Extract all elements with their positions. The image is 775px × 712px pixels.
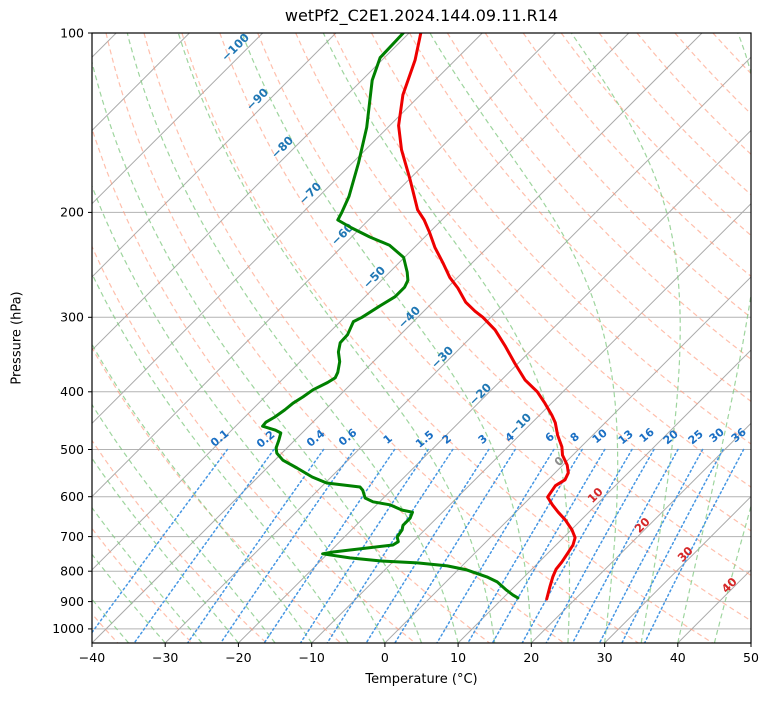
dewpoint-line (261, 33, 520, 600)
svg-text:900: 900 (60, 594, 84, 609)
svg-text:−20: −20 (225, 650, 251, 665)
svg-text:0: 0 (381, 650, 389, 665)
svg-text:−30: −30 (152, 650, 178, 665)
svg-text:700: 700 (60, 529, 84, 544)
pressure-gridlines (92, 32, 751, 630)
svg-text:−10: −10 (299, 650, 325, 665)
plot-frame (91, 32, 752, 644)
svg-text:10: 10 (450, 650, 466, 665)
x-axis-ticks (91, 643, 752, 647)
svg-text:500: 500 (60, 442, 84, 457)
svg-text:100: 100 (60, 25, 84, 40)
svg-text:200: 200 (60, 205, 84, 220)
svg-text:30: 30 (597, 650, 613, 665)
x-axis-label: Temperature (°C) (365, 672, 478, 687)
svg-text:40: 40 (670, 650, 686, 665)
svg-text:600: 600 (60, 489, 84, 504)
svg-text:1000: 1000 (52, 621, 84, 636)
temperature-line (397, 33, 577, 601)
svg-text:−40: −40 (79, 650, 105, 665)
svg-text:300: 300 (60, 310, 84, 325)
y-axis-label: Pressure (hPa) (9, 291, 25, 385)
chart-title: wetPf2_C2E1.2024.144.09.11.R14 (284, 6, 559, 25)
y-axis-tick-labels: 100 200 300 400 500 600 700 800 900 1000 (52, 25, 84, 636)
dry-adiabat-lines (92, 33, 751, 643)
moist-adiabat-lines (92, 33, 751, 643)
svg-text:50: 50 (743, 650, 759, 665)
x-axis-tick-labels: −40 −30 −20 −10 0 10 20 30 40 50 (79, 650, 759, 665)
svg-text:800: 800 (60, 564, 84, 579)
y-axis-ticks (88, 32, 92, 630)
svg-text:400: 400 (60, 384, 84, 399)
svg-text:20: 20 (523, 650, 539, 665)
